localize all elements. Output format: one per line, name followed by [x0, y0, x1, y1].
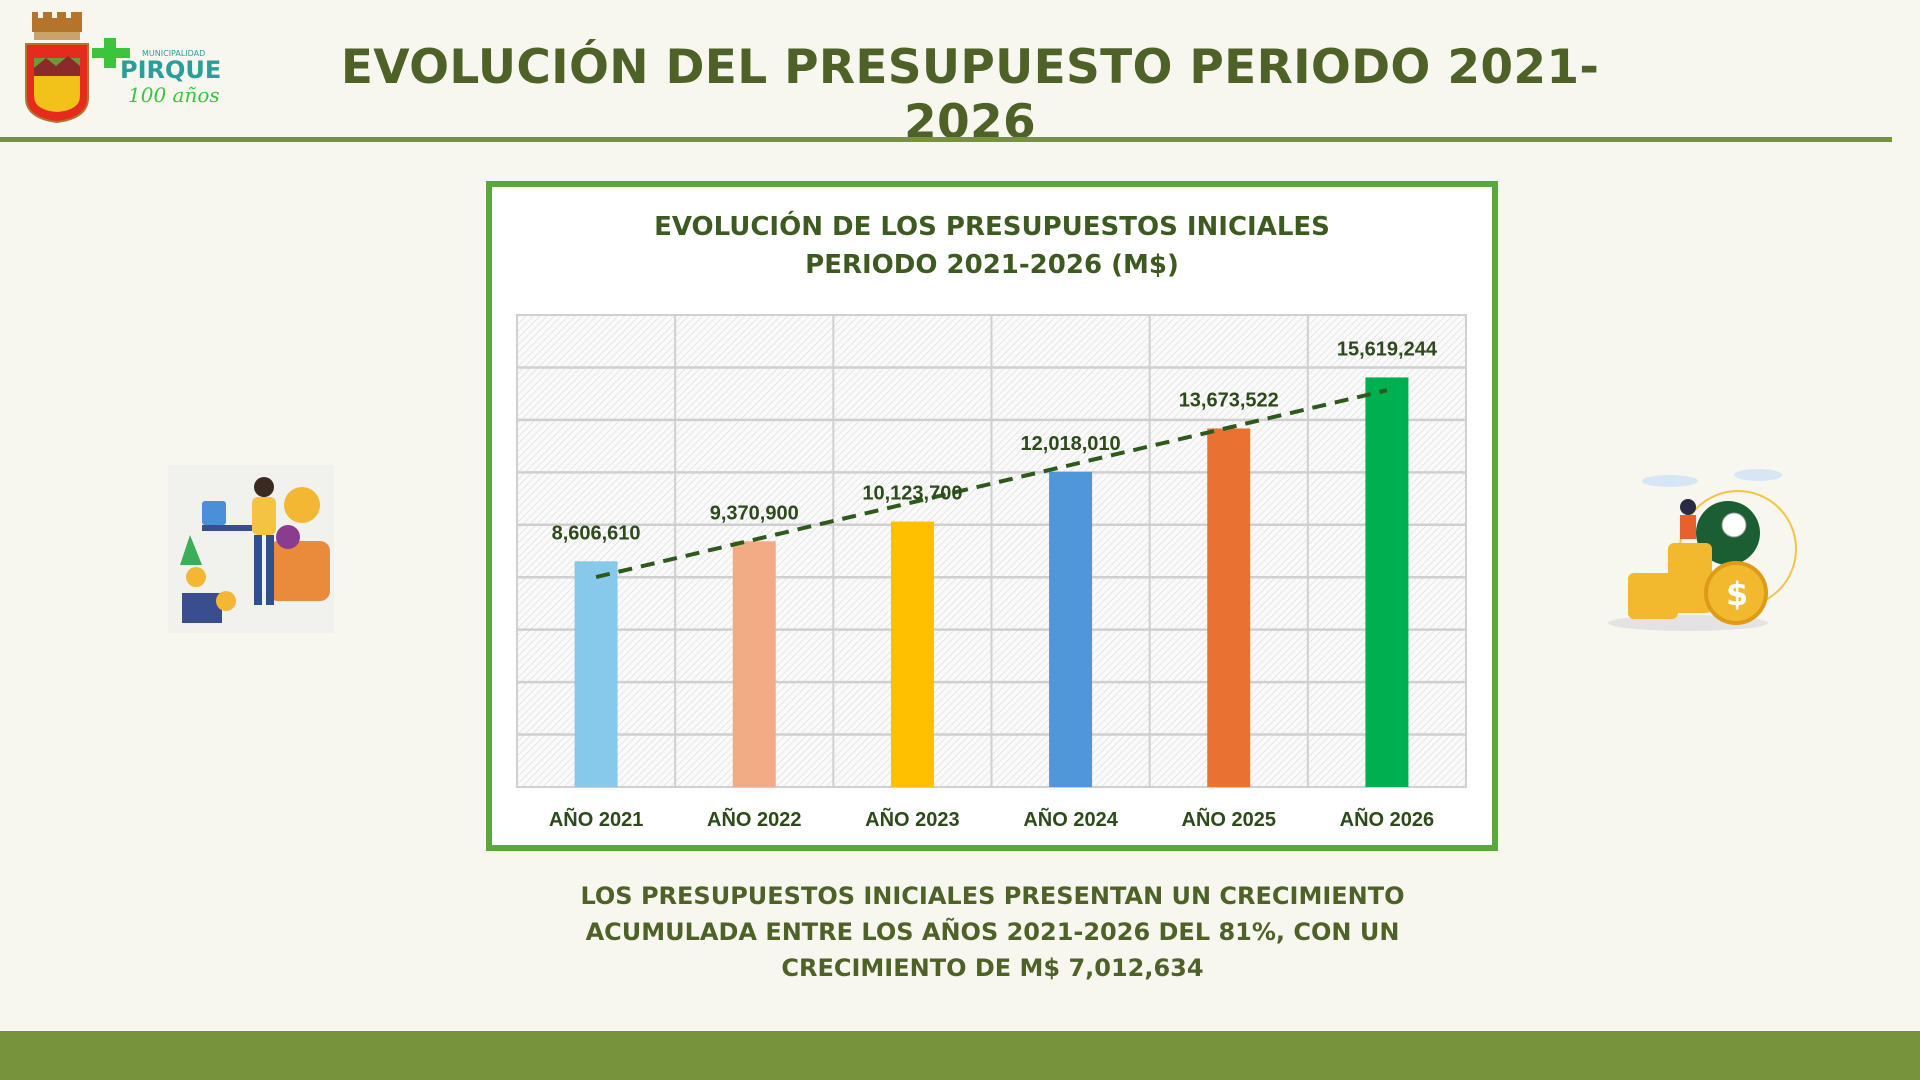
bar-año-2025: [1207, 428, 1251, 787]
x-tick-label: AÑO 2021: [549, 808, 644, 831]
x-tick-label: AÑO 2023: [865, 808, 960, 831]
svg-text:MUNICIPALIDAD: MUNICIPALIDAD: [142, 49, 205, 58]
x-tick-label: AÑO 2026: [1340, 808, 1435, 831]
pirque-100-logo: MUNICIPALIDAD PIRQUE 100 años: [92, 38, 220, 107]
bar-año-2026: [1365, 377, 1409, 787]
budget-person-illustration: [168, 465, 334, 633]
bar-año-2024: [1049, 471, 1093, 787]
svg-text:100 años: 100 años: [128, 83, 220, 107]
bar-año-2021: [574, 561, 618, 787]
x-tick-label: AÑO 2024: [1023, 808, 1118, 831]
svg-text:PIRQUE: PIRQUE: [120, 56, 220, 84]
page-title: EVOLUCIÓN DEL PRESUPUESTO PERIODO 2021-2…: [340, 40, 1600, 150]
chart-title-line1: EVOLUCIÓN DE LOS PRESUPUESTOS INICIALES: [654, 212, 1330, 242]
summary-line2: ACUMULADA ENTRE LOS AÑOS 2021-2026 DEL 8…: [585, 918, 1400, 946]
summary-line3: CRECIMIENTO DE M$ 7,012,634: [781, 954, 1204, 982]
footer-band: [0, 1031, 1920, 1080]
municipal-crest-logo: [25, 12, 89, 124]
summary-line1: LOS PRESUPUESTOS INICIALES PRESENTAN UN …: [580, 882, 1405, 910]
bar-año-2023: [890, 521, 934, 787]
data-label: 9,370,900: [710, 502, 799, 524]
x-tick-label: AÑO 2025: [1182, 808, 1277, 831]
chart-title-line2: PERIODO 2021-2026 (M$): [805, 250, 1179, 280]
chart-title: EVOLUCIÓN DE LOS PRESUPUESTOS INICIALES …: [486, 208, 1498, 284]
svg-text:$: $: [1726, 575, 1748, 613]
bar-año-2022: [732, 541, 776, 787]
summary-note: LOS PRESUPUESTOS INICIALES PRESENTAN UN …: [500, 878, 1485, 986]
data-label: 10,123,700: [862, 483, 962, 505]
coins-investor-illustration: $: [1608, 469, 1797, 631]
data-label: 8,606,610: [552, 522, 641, 544]
header-divider: [0, 137, 1892, 142]
x-tick-label: AÑO 2022: [707, 808, 802, 831]
data-label: 15,619,244: [1337, 338, 1438, 360]
data-label: 12,018,010: [1021, 433, 1121, 455]
data-label: 13,673,522: [1179, 389, 1279, 411]
trendline: [595, 388, 1388, 579]
